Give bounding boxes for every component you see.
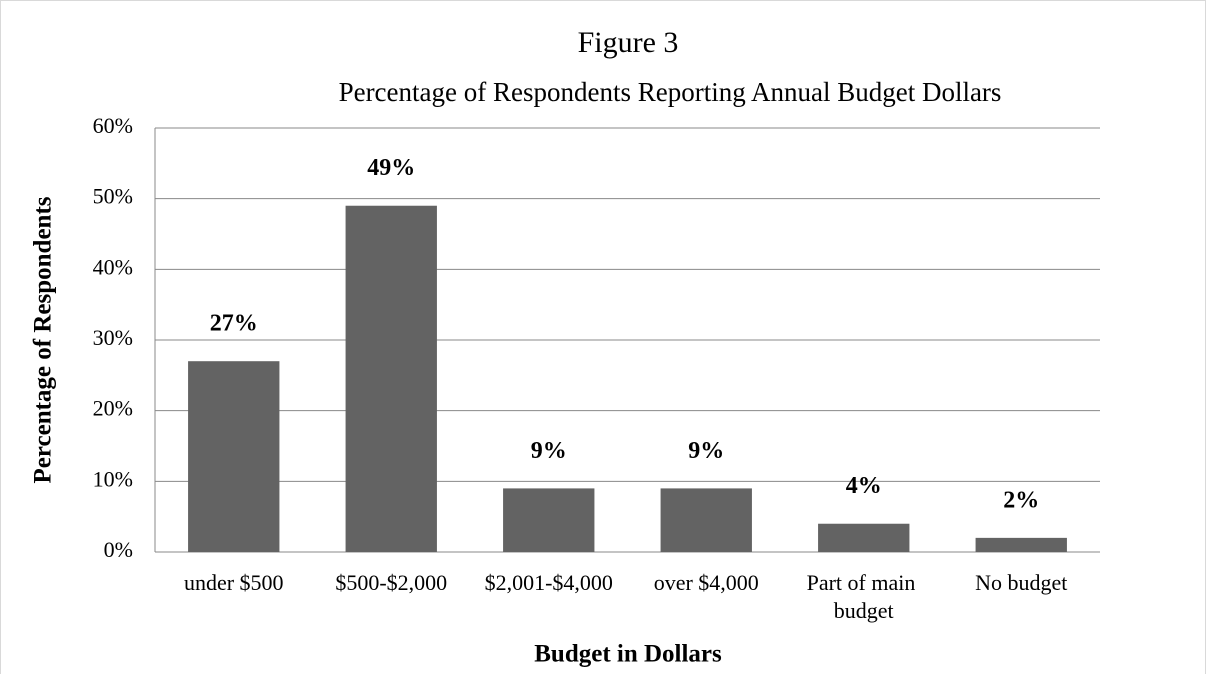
- bar: [660, 488, 752, 552]
- x-tick-label: Part of main budget: [807, 570, 921, 623]
- data-label: 49%: [367, 155, 415, 181]
- bar: [188, 361, 280, 552]
- x-tick-label: over $4,000: [654, 570, 759, 595]
- bar: [975, 537, 1067, 552]
- bar: [345, 205, 437, 552]
- bar: [818, 523, 910, 552]
- x-axis-title: Budget in Dollars: [534, 641, 722, 668]
- y-tick-label: 0%: [104, 537, 133, 562]
- bar: [503, 488, 595, 552]
- data-label: 9%: [531, 438, 567, 464]
- chart-subtitle: Percentage of Respondents Reporting Annu…: [339, 77, 1002, 107]
- y-tick-label: 10%: [93, 466, 133, 491]
- x-tick-label: $500-$2,000: [335, 570, 447, 595]
- x-tick-label: $2,001-$4,000: [485, 570, 613, 595]
- y-tick-label: 60%: [93, 113, 133, 138]
- y-tick-label: 50%: [93, 184, 133, 209]
- y-tick-label: 30%: [93, 325, 133, 350]
- data-label: 9%: [688, 438, 724, 464]
- chart-title: Figure 3: [578, 26, 679, 59]
- data-label: 27%: [210, 311, 258, 337]
- y-tick-label: 40%: [93, 254, 133, 279]
- data-label: 2%: [1003, 487, 1039, 513]
- y-axis-title: Percentage of Respondents: [30, 196, 57, 483]
- y-tick-label: 20%: [93, 396, 133, 421]
- x-tick-label: No budget: [975, 570, 1067, 595]
- data-label: 4%: [846, 473, 882, 499]
- x-tick-label: under $500: [184, 570, 284, 595]
